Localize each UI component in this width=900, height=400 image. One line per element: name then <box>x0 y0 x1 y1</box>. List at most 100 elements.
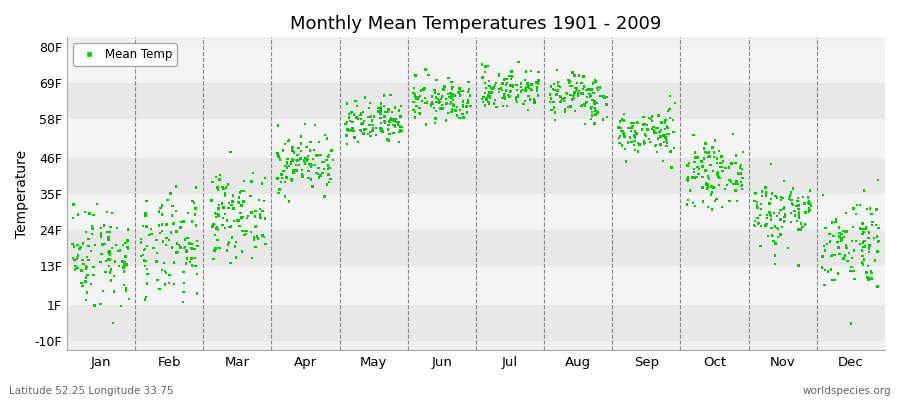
Point <box>476 98 491 105</box>
Point <box>270 150 284 156</box>
Point <box>234 214 248 221</box>
Point <box>637 140 652 147</box>
Point <box>702 149 716 156</box>
Point <box>778 214 792 220</box>
Point <box>215 200 230 207</box>
Point <box>784 189 798 196</box>
Point <box>102 234 116 241</box>
Point <box>550 88 564 94</box>
Point <box>764 213 778 219</box>
Point <box>235 228 249 234</box>
Point <box>118 254 132 260</box>
Point <box>72 246 86 252</box>
Point <box>308 162 322 168</box>
Point <box>764 224 778 231</box>
Point <box>451 88 465 95</box>
Point <box>439 101 454 107</box>
Point <box>631 120 645 126</box>
Point <box>257 198 272 204</box>
Point <box>553 84 567 90</box>
Point <box>598 95 612 101</box>
Point <box>530 84 544 90</box>
Point <box>491 73 506 80</box>
Point <box>735 182 750 188</box>
Point <box>797 200 812 206</box>
Point <box>79 274 94 281</box>
Point <box>364 133 378 139</box>
Point <box>704 162 718 168</box>
Point <box>320 182 334 188</box>
Point <box>770 226 785 232</box>
Point <box>649 142 663 148</box>
Point <box>833 238 848 244</box>
Point <box>152 286 166 292</box>
Point <box>750 199 764 205</box>
Point <box>717 186 732 192</box>
Point <box>285 144 300 151</box>
Point <box>514 80 528 87</box>
Point <box>347 134 362 141</box>
Point <box>436 87 451 93</box>
Point <box>550 67 564 73</box>
Point <box>489 80 503 86</box>
Point <box>99 258 113 264</box>
Point <box>111 248 125 254</box>
Point <box>494 86 508 92</box>
Point <box>363 129 377 135</box>
Point <box>857 256 871 263</box>
Point <box>634 126 649 133</box>
Point <box>871 225 886 231</box>
Point <box>116 258 130 265</box>
Point <box>621 125 635 131</box>
Point <box>821 268 835 275</box>
Point <box>760 220 774 227</box>
Point <box>723 177 737 183</box>
Point <box>377 103 392 110</box>
Point <box>528 98 543 104</box>
Point <box>840 245 854 251</box>
Point <box>862 246 877 252</box>
Point <box>804 202 818 209</box>
Point <box>519 68 534 75</box>
Point <box>500 92 515 98</box>
Point <box>174 224 188 231</box>
Point <box>735 149 750 155</box>
Point <box>658 126 672 132</box>
Point <box>658 133 672 140</box>
Point <box>662 92 677 99</box>
Point <box>155 211 169 218</box>
Point <box>781 244 796 251</box>
Point <box>165 212 179 219</box>
Point <box>79 254 94 260</box>
Point <box>514 84 528 90</box>
Point <box>702 153 716 160</box>
Point <box>784 218 798 225</box>
Point <box>347 134 362 140</box>
Point <box>847 247 861 254</box>
Point <box>342 127 356 134</box>
Point <box>237 178 251 184</box>
Point <box>637 121 652 127</box>
Point <box>777 178 791 184</box>
Point <box>723 198 737 204</box>
Point <box>432 98 446 105</box>
Point <box>762 209 777 216</box>
Point <box>482 83 497 90</box>
Point <box>614 128 628 134</box>
Point <box>856 231 870 237</box>
Point <box>168 183 183 190</box>
Point <box>590 87 605 93</box>
Point <box>298 120 312 127</box>
Point <box>562 78 577 85</box>
Point <box>796 194 810 200</box>
Point <box>844 320 859 326</box>
Point <box>137 257 151 264</box>
Point <box>432 100 446 106</box>
Point <box>701 181 716 188</box>
Point <box>252 197 266 203</box>
Point <box>660 142 674 149</box>
Point <box>350 103 365 110</box>
Point <box>503 82 517 89</box>
Point <box>386 130 400 136</box>
Point <box>106 320 121 326</box>
